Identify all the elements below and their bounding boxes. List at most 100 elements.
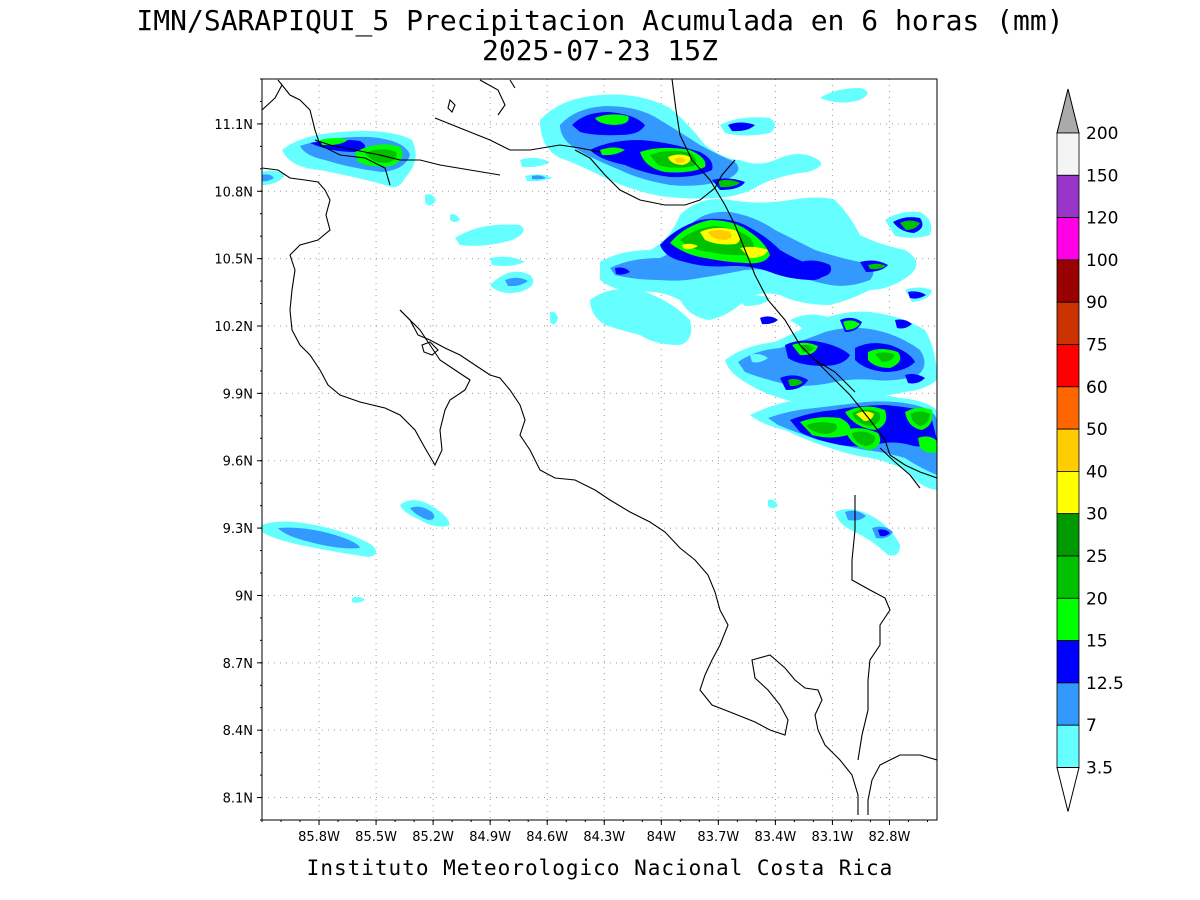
colorbar-level-label: 30 [1086,505,1108,525]
colorbar-level-label: 200 [1086,124,1118,144]
precip-cluster-southeast [750,394,937,556]
lat-tick-label: 9.3N [223,522,253,537]
axis-ticks [257,78,928,825]
lon-tick-label: 85.2W [412,830,454,845]
map-outline-segment [671,79,937,479]
lon-tick-label: 85.8W [298,830,340,845]
colorbar-level-label: 15 [1086,632,1108,652]
lat-tick-label: 9.9N [223,387,253,402]
precip-contour [895,319,912,329]
precip-contour [905,374,925,384]
precip-contour [835,509,900,556]
map-outline-segment [277,79,391,186]
lon-tick-label: 83.1W [812,830,854,845]
map-outline-segment [399,309,859,815]
precip-contour [450,214,460,222]
precip-contour [595,114,629,125]
colorbar-swatch [1056,344,1080,388]
map-frame [261,78,938,821]
map-outline-segment [851,495,891,761]
precip-contour [918,436,937,453]
lat-tick-label: 8.4N [223,724,253,739]
lat-tick-label: 8.7N [223,657,253,672]
colorbar-swatch [1056,132,1080,176]
colorbar-swatch [1056,597,1080,641]
colorbar-level-label: 90 [1086,293,1108,313]
colorbar-level-label: 50 [1086,420,1108,440]
precip-contour [425,194,436,206]
colorbar-level-label: 40 [1086,462,1108,482]
coastline [262,79,937,815]
precip-contour [682,243,698,250]
colorbar-level-label: 7 [1086,716,1097,736]
colorbar-swatch [1056,217,1080,261]
precip-cluster-central [425,194,932,345]
map-outline-segment [814,359,856,393]
map-outline-segment [262,84,283,111]
precip-contour [878,529,890,537]
precip-contour [620,298,650,312]
map-outline-segment [421,341,439,356]
lon-tick-label: 84.6W [526,830,568,845]
lat-tick-label: 9.6N [223,455,253,470]
colorbar-level-label: 60 [1086,378,1108,398]
lat-tick-label: 10.8N [214,185,253,200]
colorbar-level-label: 3.5 [1086,759,1113,779]
precip-contour [910,411,930,426]
country-border [314,79,937,761]
precip-cluster-east [725,311,937,403]
lat-tick-label: 9N [235,589,253,604]
colorbar-swatch [1056,640,1080,684]
precip-contour [788,378,803,387]
precip-contour [908,291,926,299]
map-outline-segment [867,754,937,815]
map-outline-segment [509,79,516,89]
map-outline-segment [879,447,921,489]
colorbar-level-label: 150 [1086,166,1118,186]
precip-contour [875,352,895,362]
colorbar-swatch [1056,174,1080,219]
map-outline-segment [479,79,506,116]
precip-contour [736,295,770,306]
map-outline-segment [314,139,501,176]
precip-contour [590,288,692,345]
precipitation-field [262,88,937,603]
colorbar-swatch [1056,386,1080,430]
precip-contour [550,311,558,325]
map-outline-segment [434,117,601,153]
lon-tick-label: 84.3W [583,830,625,845]
precip-contour [320,138,348,146]
precip-contour [760,316,778,325]
colorbar-swatch [1056,301,1080,345]
colorbar-swatch [1056,428,1080,472]
colorbar-level-label: 75 [1086,336,1108,356]
colorbar-swatch [1056,259,1080,303]
lat-tick-label: 8.1N [223,792,253,807]
precip-contour [600,147,625,156]
lat-tick-label: 10.2N [214,320,253,335]
colorbar-level-label: 100 [1086,251,1118,271]
colorbar-level-label: 120 [1086,209,1118,229]
map-outline-segment [447,98,456,113]
map-outline-segment [574,149,736,206]
precip-cluster-north [520,88,868,199]
precip-contour [728,122,755,132]
precip-contour [352,596,365,603]
colorbar-level-label: 25 [1086,547,1108,567]
lon-tick-label: 83.4W [754,830,796,845]
colorbar-level-label: 20 [1086,589,1108,609]
precip-contour [806,422,837,434]
precip-contour [365,149,397,163]
colorbar-swatch [1056,513,1080,557]
precip-contour [852,431,876,446]
colorbar-swatch [1056,470,1080,515]
latitude-axis: 11.1N 10.8N 10.5N 10.2N 9.9N 9.6N 9.3N 9N 8.7N 8.… [214,118,253,807]
lon-tick-label: 84.9W [469,830,511,845]
colorbar-swatch [1056,724,1080,768]
precip-contour [410,506,435,520]
precip-contour [674,157,686,163]
lat-tick-label: 10.5N [214,253,253,268]
longitude-axis: 85.8W 85.5W 85.2W 84.9W 84.6W 84.3W 84W 83.7W 83… [298,830,910,845]
precip-contour [505,277,528,287]
precip-contour [820,88,868,103]
